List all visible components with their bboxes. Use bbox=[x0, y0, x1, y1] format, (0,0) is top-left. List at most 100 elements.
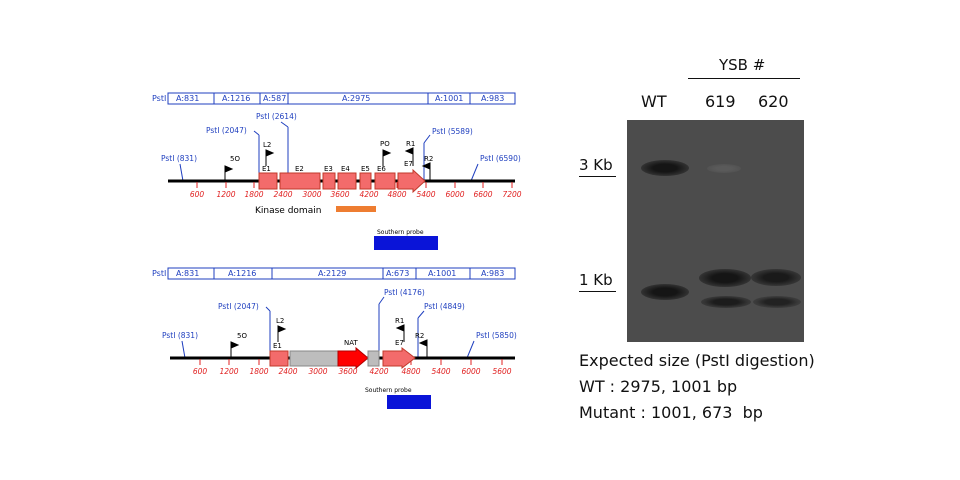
marker-3kb-label: 3 Kb bbox=[579, 156, 613, 174]
mut-segment-label-2: A:1216 bbox=[228, 269, 256, 278]
wt-primer-flags bbox=[224, 147, 431, 181]
wt-segment-label-1: A:831 bbox=[176, 94, 199, 103]
wt-exon-e5 bbox=[359, 172, 372, 190]
wt-scale-label: 3600 bbox=[330, 190, 349, 199]
wt-pst-label: PstI (6590) bbox=[480, 154, 521, 163]
mut-exon-labels: E1 NAT E7 bbox=[273, 339, 404, 350]
wt-primer-labels: 5O L2 PO R1 R2 bbox=[230, 140, 433, 163]
wt-segment-label-4: A:2975 bbox=[342, 94, 370, 103]
mut-pst-label: PstI (831) bbox=[162, 331, 198, 340]
wt-exon-e4 bbox=[337, 172, 357, 190]
wt-probe-label: Southern probe bbox=[377, 229, 424, 236]
wt-exon-label: E1 bbox=[262, 165, 271, 173]
wt-exon-label: E6 bbox=[377, 165, 386, 173]
wt-segment-bar: PstI A:831 A:1216 A:587 A:2975 A:1001 A:… bbox=[152, 92, 516, 105]
mut-deleted-region-2 bbox=[367, 350, 380, 367]
mut-exon-e7 bbox=[382, 346, 416, 370]
lane-label-619: 619 bbox=[705, 92, 736, 111]
mut-exon-label: E1 bbox=[273, 342, 282, 350]
mut-scale-label: 1800 bbox=[249, 367, 268, 376]
kinase-domain-bar bbox=[336, 206, 376, 212]
mut-primer-label: 5O bbox=[237, 332, 247, 340]
mut-primer-flags bbox=[230, 324, 428, 358]
caption-line-1: Expected size (PstI digestion) bbox=[579, 351, 815, 370]
mut-pst-label: PstI (5850) bbox=[476, 331, 517, 340]
mut-segment-label-3: A:2129 bbox=[318, 269, 346, 278]
band-620-1kb bbox=[751, 269, 801, 286]
wt-primer-label: R2 bbox=[424, 155, 433, 163]
band-620-673 bbox=[753, 296, 801, 308]
wt-primer-label: 5O bbox=[230, 155, 240, 163]
band-619-1kb bbox=[699, 269, 751, 287]
wt-pst-label: PstI (831) bbox=[161, 154, 197, 163]
wt-pst-label: PstI (5589) bbox=[432, 127, 473, 136]
kinase-domain-label: Kinase domain bbox=[255, 206, 321, 216]
mut-scale-labels: 600 1200 1800 2400 3000 3600 4200 4800 5… bbox=[193, 367, 512, 376]
nat-cassette-arrow bbox=[337, 346, 369, 370]
wt-segment-label-0: PstI bbox=[152, 94, 166, 103]
mut-primer-label: R1 bbox=[395, 317, 404, 325]
mut-scale-label: 5400 bbox=[431, 367, 450, 376]
wt-exon-labels: E1 E2 E3 E4 E5 E6 E7 bbox=[262, 160, 413, 173]
wt-exon-e6 bbox=[374, 172, 396, 190]
mut-scale-label: 6000 bbox=[461, 367, 480, 376]
wt-exon-e2 bbox=[279, 172, 321, 190]
wt-scale-label: 7200 bbox=[502, 190, 521, 199]
mut-segment-label-5: A:1001 bbox=[428, 269, 456, 278]
ysb-group-label: YSB # bbox=[719, 56, 766, 74]
mut-scale-label: 4200 bbox=[369, 367, 388, 376]
mut-segment-bar: PstI A:831 A:1216 A:2129 A:673 A:1001 A:… bbox=[152, 267, 516, 280]
band-wt-1kb bbox=[641, 284, 689, 300]
mut-primer-label: R2 bbox=[415, 332, 424, 340]
mut-segment-label-0: PstI bbox=[152, 269, 166, 278]
wt-exon-label: E3 bbox=[324, 165, 333, 173]
mut-primer-label: L2 bbox=[276, 317, 284, 325]
wt-segment-label-3: A:587 bbox=[263, 94, 286, 103]
wt-exon-label: E2 bbox=[295, 165, 304, 173]
marker-1kb-underline bbox=[579, 291, 616, 292]
wt-exon-label: E7 bbox=[404, 160, 413, 168]
mutant-map: PstI A:831 A:1216 A:2129 A:673 A:1001 A:… bbox=[152, 267, 517, 409]
mut-southern-probe bbox=[387, 395, 431, 409]
wt-segment-label-6: A:983 bbox=[481, 94, 504, 103]
mut-scale-label: 1200 bbox=[219, 367, 238, 376]
mut-deleted-region bbox=[289, 350, 339, 367]
mut-scale-label: 2400 bbox=[278, 367, 297, 376]
mut-scale-label: 600 bbox=[193, 367, 208, 376]
wt-segment-label-5: A:1001 bbox=[435, 94, 463, 103]
mut-exon-label: NAT bbox=[344, 339, 358, 347]
mut-segment-label-1: A:831 bbox=[176, 269, 199, 278]
wt-primer-label: L2 bbox=[263, 141, 271, 149]
band-619-673 bbox=[701, 296, 751, 308]
lane-label-620: 620 bbox=[758, 92, 789, 111]
wt-exon-label: E5 bbox=[361, 165, 370, 173]
wt-segment-label-2: A:1216 bbox=[222, 94, 250, 103]
mut-pst-label: PstI (4849) bbox=[424, 302, 465, 311]
caption-line-2: WT : 2975, 1001 bp bbox=[579, 377, 738, 396]
mut-pst-label: PstI (4176) bbox=[384, 288, 425, 297]
wt-pst-label: PstI (2047) bbox=[206, 126, 247, 135]
wt-scale-label: 4200 bbox=[359, 190, 378, 199]
mut-segment-label-6: A:983 bbox=[481, 269, 504, 278]
mut-primer-labels: 5O L2 R1 R2 bbox=[237, 317, 424, 340]
wt-scale-label: 6000 bbox=[445, 190, 464, 199]
wt-scale-label: 1800 bbox=[244, 190, 263, 199]
wt-scale-labels: 600 1200 1800 2400 3000 3600 4200 4800 5… bbox=[190, 190, 522, 199]
wt-exon-label: E4 bbox=[341, 165, 350, 173]
wt-scale-label: 3000 bbox=[302, 190, 321, 199]
wt-primer-label: PO bbox=[380, 140, 390, 148]
wt-scale-label: 5400 bbox=[416, 190, 435, 199]
wt-southern-probe bbox=[374, 236, 438, 250]
mut-exon-label: E7 bbox=[395, 339, 404, 347]
wt-map: PstI A:831 A:1216 A:587 A:2975 A:1001 A:… bbox=[152, 92, 522, 250]
mut-scale-label: 5600 bbox=[492, 367, 511, 376]
lane-label-wt: WT bbox=[641, 92, 667, 111]
mut-scale-label: 3000 bbox=[308, 367, 327, 376]
marker-1kb-label: 1 Kb bbox=[579, 271, 613, 289]
wt-scale-label: 600 bbox=[190, 190, 205, 199]
wt-exon-e1 bbox=[258, 172, 278, 190]
wt-scale-label: 2400 bbox=[273, 190, 292, 199]
band-wt-3kb bbox=[641, 160, 689, 176]
mut-pst-sites: PstI (831) PstI (2047) PstI (4176) PstI … bbox=[162, 288, 517, 359]
band-619-3kb bbox=[707, 164, 741, 173]
